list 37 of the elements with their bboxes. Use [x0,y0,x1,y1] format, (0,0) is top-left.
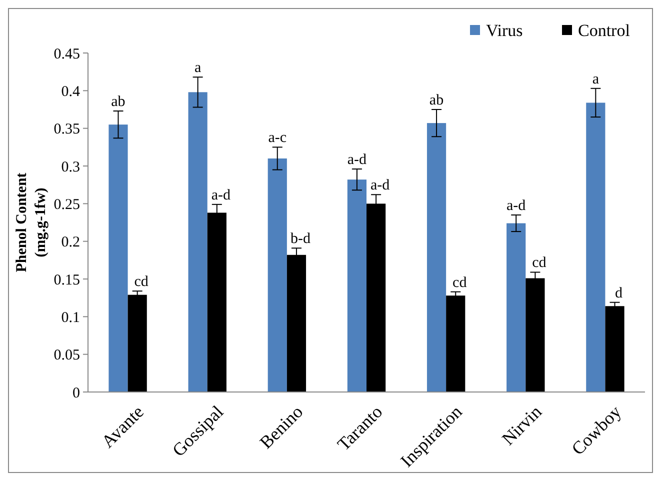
y-axis-title: Phenol Content (mg.g-1fw) [14,172,49,272]
data-label: a [194,60,202,76]
legend-label: Control [578,20,630,40]
y-tick-label: 0.2 [61,234,80,251]
y-tick-label: 0.45 [54,46,80,62]
bar [506,223,526,392]
bar [108,124,128,392]
y-tick-label: 0.3 [61,159,80,176]
y-tick-label: 0 [72,385,80,402]
data-label: b-d [290,231,311,248]
data-label: cd [134,274,149,290]
bar [446,296,466,392]
data-label: a-d [506,198,526,214]
data-label: d [615,285,624,302]
y-tick-label: 0.4 [61,84,80,100]
bar [188,92,208,392]
bar [426,123,446,392]
y-tick-label: 0.1 [61,310,80,326]
bar [586,102,606,392]
y-tick-label: 0.35 [54,122,80,138]
data-label: ab [429,92,444,108]
bar [128,294,147,392]
bar [347,180,366,392]
data-label: cd [452,274,468,291]
y-tick-label: 0.15 [54,272,80,288]
data-label: cd [532,255,547,272]
data-label: a-c [268,130,287,146]
data-label: ab [111,94,126,110]
data-label: a-d [347,152,368,168]
y-tick-label: 0.25 [54,196,80,213]
y-tick-label: 0.05 [54,348,80,364]
data-label: a-d [370,178,390,194]
bar [605,306,624,392]
data-label: a [592,71,600,88]
bar [268,158,287,392]
legend-label: Virus [486,20,523,40]
data-label: a-d [211,187,231,204]
